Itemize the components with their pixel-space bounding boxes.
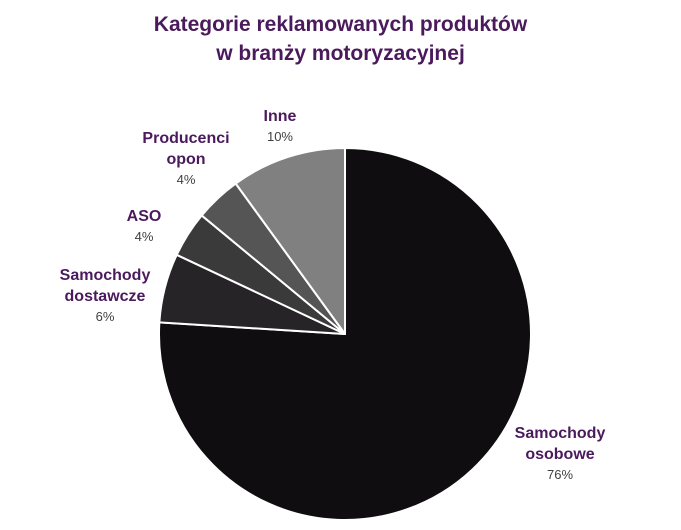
slice-percent: 10% [266,129,294,144]
slice-name-line-2: opon [166,151,206,168]
slice-name-line-2: osobowe [525,446,595,463]
slice-name-line-2: dostawcze [64,288,146,305]
slice-label-samochody-dostawcze: Samochody dostawcze 6% [60,265,151,327]
slice-percent: 76% [546,467,574,482]
slice-label-inne: Inne 10% [264,106,297,147]
slice-inne [234,147,346,335]
slice-label-aso: ASO 4% [127,206,162,247]
chart-title-line-2: w branży motoryzacyjnej [216,42,465,65]
slice-percent: 6% [95,309,115,324]
slice-name-line-1: Samochody [59,267,151,284]
slice-percent: 4% [134,229,154,244]
slice-label-samochody-osobowe: Samochody osobowe 76% [515,423,606,485]
slice-name-line-1: Producenci [142,130,230,147]
chart-title: Kategorie reklamowanych produktów w bran… [0,10,681,68]
slice-name-line-1: ASO [126,208,162,225]
slice-label-producenci-opon: Producenci opon 4% [142,128,229,190]
slice-name-line-1: Inne [263,108,297,125]
slice-percent: 4% [176,172,196,187]
slice-name-line-1: Samochody [514,425,606,442]
chart-title-line-1: Kategorie reklamowanych produktów [153,13,528,36]
